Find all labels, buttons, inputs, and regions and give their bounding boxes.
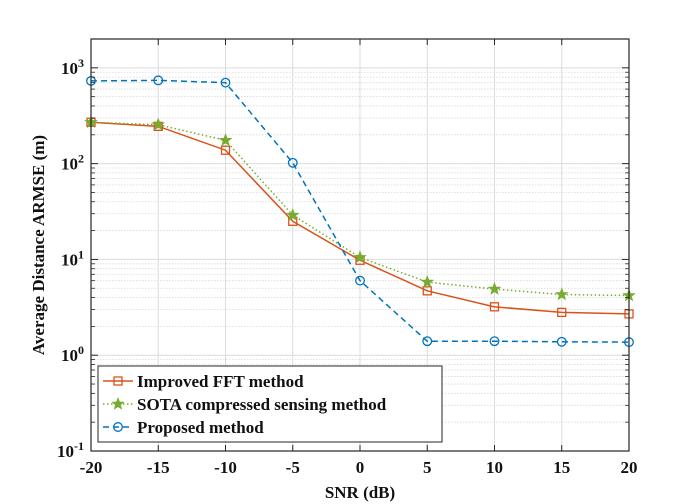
x-tick-label: 15 <box>553 458 570 477</box>
data-point <box>220 145 231 155</box>
data-point <box>153 75 164 86</box>
tick-layer <box>90 38 630 452</box>
data-point <box>487 281 502 295</box>
y-axis-label: Average Distance ARMSE (m) <box>29 135 48 355</box>
data-point <box>554 287 569 301</box>
data-point <box>353 250 367 264</box>
data-point <box>220 77 231 88</box>
series-layer <box>84 75 636 348</box>
series-3 <box>86 75 634 348</box>
data-point <box>556 336 567 347</box>
x-tick-label: -10 <box>214 458 237 477</box>
x-tick-label: 0 <box>356 458 365 477</box>
data-point <box>422 336 433 347</box>
y-tick-label: 100 <box>61 343 84 365</box>
series-2 <box>84 115 636 302</box>
y-tick-label: 101 <box>61 247 84 269</box>
data-point <box>489 302 500 312</box>
data-point <box>355 275 365 286</box>
legend-marker <box>111 396 125 410</box>
data-point <box>285 207 300 221</box>
data-point <box>151 117 166 131</box>
x-tick-label: -5 <box>286 458 300 477</box>
data-point <box>218 133 233 147</box>
series-line <box>90 79 630 343</box>
x-tick-label: 10 <box>486 458 503 477</box>
x-tick-label: 5 <box>423 458 432 477</box>
legend-label: SOTA compressed sensing method <box>137 395 387 414</box>
data-point <box>489 336 500 347</box>
y-tick-label: 10-1 <box>57 439 84 461</box>
data-point <box>420 274 435 288</box>
x-tick-label: -15 <box>147 458 170 477</box>
legend-marker <box>113 422 123 432</box>
x-axis-tick-labels: -20 -15 -10 -5 0 5 10 15 20 <box>80 458 638 477</box>
x-tick-label: -20 <box>80 458 103 477</box>
legend-label: Proposed method <box>137 418 264 437</box>
data-point <box>557 307 567 318</box>
y-tick-label: 103 <box>61 56 84 78</box>
legend: Improved FFT method SOTA compressed sensi… <box>97 365 443 443</box>
y-tick-label: 102 <box>61 152 84 174</box>
legend-marker <box>113 376 123 386</box>
data-point <box>287 157 298 168</box>
data-point <box>422 286 432 296</box>
legend-box <box>97 365 443 443</box>
legend-label: Improved FFT method <box>137 372 304 391</box>
x-axis-label: SNR (dB) <box>325 483 395 502</box>
x-tick-label: 20 <box>621 458 638 477</box>
y-axis-tick-labels: 10-1 100 101 102 103 <box>57 56 84 461</box>
